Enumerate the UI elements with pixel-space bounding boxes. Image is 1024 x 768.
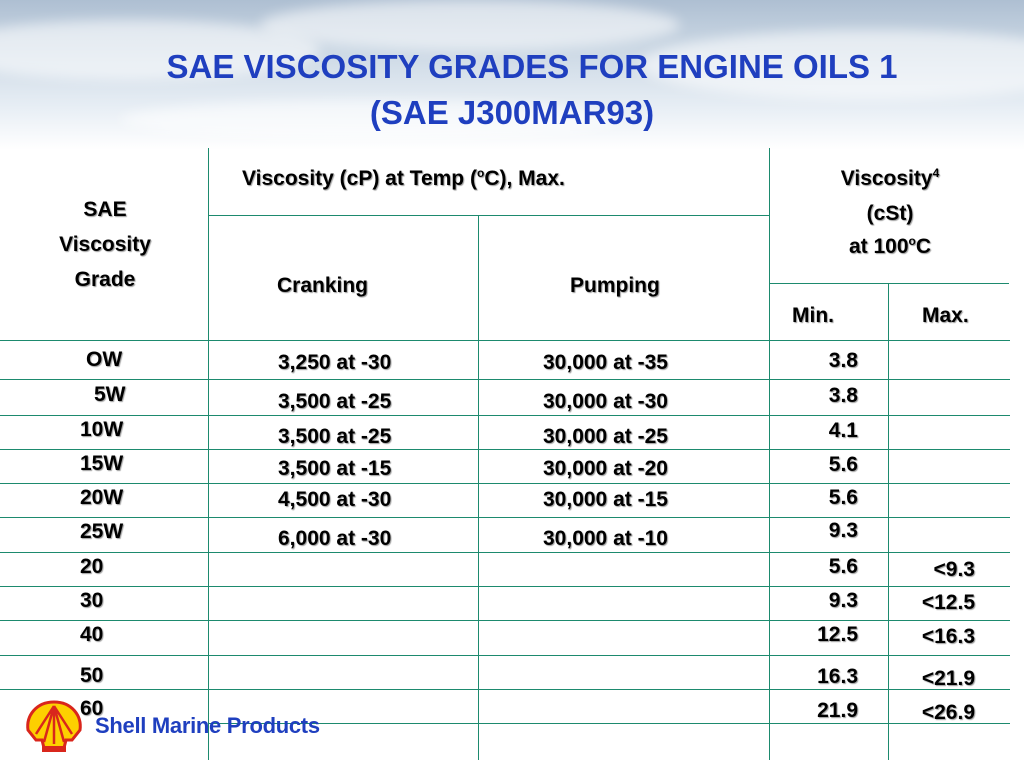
row-7-min: 9.3: [828, 589, 858, 612]
row-10-min: 21.9: [817, 699, 858, 722]
row-7-max: <12.5: [921, 591, 975, 614]
row-7-grade: 30: [80, 589, 104, 612]
row-2-grade: 10W: [80, 418, 124, 441]
row-4-pumping: 30,000 at -15: [543, 488, 668, 511]
row-9-max: <21.9: [921, 667, 975, 690]
row-0-grade: OW: [86, 348, 123, 371]
row-2-pumping: 30,000 at -25: [543, 425, 668, 448]
row-10-max: <26.9: [921, 701, 975, 724]
row-8-grade: 40: [80, 623, 104, 646]
row-1-min: 3.8: [828, 384, 858, 407]
row-6-min: 5.6: [828, 555, 858, 578]
row-5-min: 9.3: [828, 519, 858, 542]
header-viscosity: Viscosity: [59, 233, 151, 256]
header-viscosity-cst-line1: Viscosity4: [840, 166, 940, 190]
row-1-grade: 5W: [94, 383, 126, 406]
row-4-grade: 20W: [80, 486, 124, 509]
row-3-grade: 15W: [80, 452, 124, 475]
header-min: Min.: [792, 304, 834, 327]
row-1-cranking: 3,500 at -25: [278, 390, 392, 413]
row-0-pumping: 30,000 at -35: [543, 351, 668, 374]
row-9-grade: 50: [80, 664, 104, 687]
row-6-max: <9.3: [933, 558, 975, 581]
header-sae: SAE: [83, 198, 127, 221]
brand-name: Shell Marine Products: [95, 713, 320, 738]
row-5-grade: 25W: [80, 520, 124, 543]
header-background: [0, 0, 1024, 150]
page-title: SAE VISCOSITY GRADES FOR ENGINE OILS 1: [166, 48, 898, 85]
row-10-grade: 60: [80, 697, 104, 720]
row-0-min: 3.8: [828, 349, 858, 372]
row-4-cranking: 4,500 at -30: [278, 488, 392, 511]
header-pumping: Pumping: [570, 274, 660, 297]
header-viscosity-cst-unit: (cSt): [866, 202, 914, 225]
header-viscosity-cp: Viscosity (cP) at Temp (oC), Max.: [242, 166, 565, 190]
row-8-max: <16.3: [921, 625, 975, 648]
row-6-grade: 20: [80, 555, 104, 578]
row-5-cranking: 6,000 at -30: [278, 527, 392, 550]
row-3-min: 5.6: [828, 453, 858, 476]
row-0-cranking: 3,250 at -30: [278, 351, 392, 374]
row-2-cranking: 3,500 at -25: [278, 425, 392, 448]
shell-pecten-icon: [24, 700, 84, 759]
row-1-pumping: 30,000 at -30: [543, 390, 668, 413]
row-4-min: 5.6: [828, 486, 858, 509]
row-3-cranking: 3,500 at -15: [278, 457, 392, 480]
page-subtitle: (SAE J300MAR93): [369, 94, 655, 131]
header-viscosity-cst-temp: at 100oC: [848, 234, 932, 258]
row-8-min: 12.5: [817, 623, 858, 646]
header-grade: Grade: [74, 268, 136, 291]
row-2-min: 4.1: [828, 419, 858, 442]
row-3-pumping: 30,000 at -20: [543, 457, 668, 480]
header-max: Max.: [922, 304, 969, 327]
row-5-pumping: 30,000 at -10: [543, 527, 668, 550]
header-cranking: Cranking: [277, 274, 369, 297]
row-9-min: 16.3: [817, 665, 858, 688]
